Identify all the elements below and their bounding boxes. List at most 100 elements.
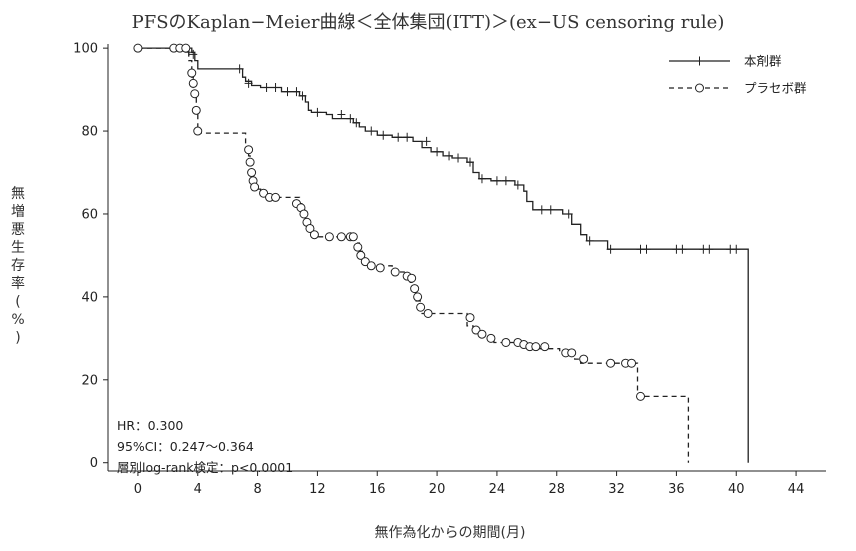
censor-mark-plus [337, 109, 346, 119]
chart-title: PFSのKaplan−Meier曲線＜全体集団(ITT)＞(ex−US cens… [131, 12, 725, 33]
censor-mark-plus [313, 107, 322, 117]
censor-mark-plus [346, 114, 355, 124]
censor-mark-circle [471, 325, 481, 335]
y-tick-label: 0 [90, 456, 98, 471]
x-tick-label: 28 [548, 482, 565, 497]
x-axis-label: 無作為化からの期間(月) [374, 525, 526, 541]
censor-mark-plus [546, 205, 555, 215]
censor-mark-circle [423, 308, 433, 318]
censor-mark-circle [579, 354, 589, 364]
censor-mark-plus [537, 205, 546, 215]
y-axis-label-char: 無 [11, 186, 25, 202]
y-axis-label-char: 悪 [11, 222, 25, 238]
censor-mark-plus [379, 130, 388, 140]
censor-mark-circle [187, 68, 197, 78]
censor-mark-plus [465, 157, 474, 167]
censor-mark-plus [513, 180, 522, 190]
y-axis-label: 無増悪生存率 (%) [8, 185, 28, 347]
censor-mark-plus [433, 147, 442, 157]
series-line [137, 47, 749, 463]
series-line [137, 47, 690, 463]
x-tick-label: 32 [608, 482, 625, 497]
ci-annotation: 95%CI：0.247〜0.364 [117, 439, 254, 454]
y-tick-label: 20 [81, 373, 98, 388]
censor-mark-circle [309, 230, 319, 240]
hr-annotation: HR：0.300 [117, 418, 183, 433]
censor-mark-plus [501, 176, 510, 186]
censor-mark-circle [245, 157, 255, 167]
censor-mark-circle [247, 168, 257, 178]
censor-mark-plus [695, 56, 704, 66]
test-annotation: 層別log-rank検定：p<0.0001 [117, 460, 293, 475]
censor-mark-plus [244, 78, 253, 88]
censor-mark-circle [348, 232, 358, 242]
legend-label: 本剤群 [744, 54, 782, 69]
y-tick-label: 80 [81, 125, 98, 140]
censor-mark-plus [189, 49, 198, 59]
y-tick-label: 60 [81, 207, 98, 222]
axes: 0 20 40 60 80 100 0 4 8 12 16 20 24 28 32 36 40 44 [73, 42, 826, 497]
censor-mark-circle [353, 242, 363, 252]
censor-mark-plus [262, 83, 271, 93]
x-tick-label: 24 [489, 482, 506, 497]
censor-mark-circle [360, 257, 370, 267]
censor-mark-plus [367, 126, 376, 136]
censor-mark-circle [191, 105, 201, 115]
series-layer [133, 43, 749, 463]
censor-mark-plus [235, 64, 244, 74]
legend-label: プラセボ群 [744, 81, 807, 96]
censor-mark-circle [181, 43, 191, 53]
y-axis-label-char: ( [15, 294, 21, 310]
censor-mark-circle [336, 232, 346, 242]
censor-mark-plus [606, 244, 615, 254]
censor-mark-circle [465, 313, 475, 323]
censor-mark-circle [299, 209, 309, 219]
censor-mark-plus [394, 132, 403, 142]
censor-mark-plus [477, 174, 486, 184]
censor-mark-plus [492, 176, 501, 186]
censor-mark-circle [271, 192, 281, 202]
y-axis-label-char: 増 [11, 204, 25, 220]
censor-mark-circle [133, 43, 143, 53]
censor-mark-circle [407, 273, 417, 283]
legend-item: 本剤群 [669, 54, 782, 69]
censor-mark-circle [366, 261, 376, 271]
series-placebo [133, 43, 690, 463]
y-tick-label: 40 [81, 290, 98, 305]
censor-mark-circle [188, 78, 198, 88]
y-axis-label-char: 率 [11, 276, 25, 292]
censor-mark-plus [705, 244, 714, 254]
y-axis-label-char: 生 [11, 240, 25, 256]
censor-mark-circle [259, 188, 269, 198]
censor-mark-plus [445, 151, 454, 161]
censor-mark-plus [422, 136, 431, 146]
y-axis-label-char: ) [15, 330, 21, 346]
censor-mark-plus [585, 236, 594, 246]
censor-mark-plus [564, 209, 573, 219]
censor-mark-circle [531, 342, 541, 352]
censor-mark-circle [410, 284, 420, 294]
y-tick-label: 100 [73, 42, 98, 57]
censor-mark-circle [416, 302, 426, 312]
series-treatment [137, 47, 749, 463]
x-tick-label: 36 [668, 482, 685, 497]
censor-mark-plus [642, 244, 651, 254]
y-axis-label-char: % [11, 312, 25, 328]
censor-mark-plus [283, 87, 292, 97]
x-tick-label: 40 [728, 482, 745, 497]
censor-mark-circle [356, 250, 366, 260]
censor-mark-circle [305, 223, 315, 233]
censor-mark-plus [292, 87, 301, 97]
censor-mark-circle [695, 83, 704, 93]
censor-mark-circle [627, 358, 637, 368]
censor-mark-plus [271, 83, 280, 93]
censor-mark-circle [477, 329, 487, 339]
x-tick-label: 12 [309, 482, 326, 497]
x-tick-label: 4 [194, 482, 202, 497]
annotations: HR：0.300 95%CI：0.247〜0.364 層別log-rank検定：… [117, 418, 293, 475]
censor-mark-circle [390, 267, 400, 277]
censor-mark-circle [324, 232, 334, 242]
censor-mark-circle [244, 145, 254, 155]
